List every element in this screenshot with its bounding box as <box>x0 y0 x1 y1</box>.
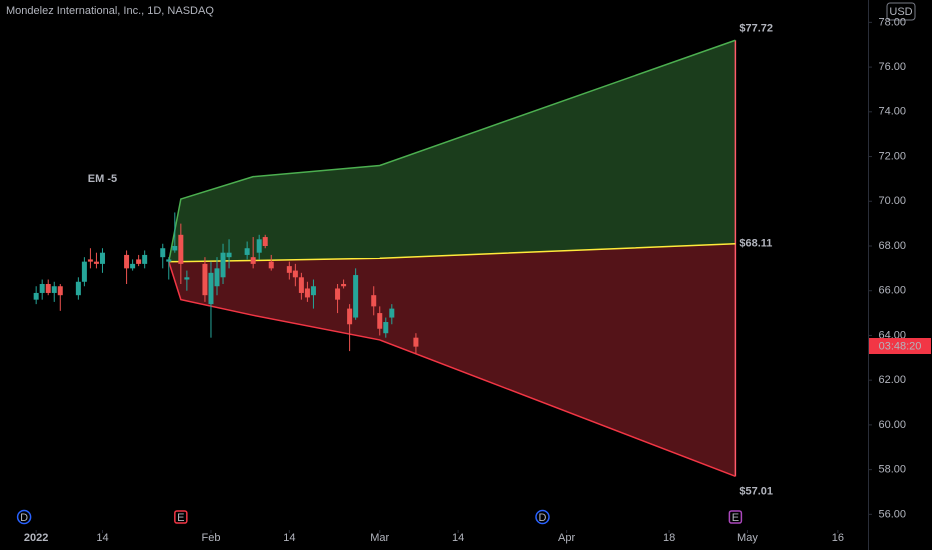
x-tick-label: Feb <box>201 532 220 544</box>
event-label: D <box>20 512 28 524</box>
candle-body <box>250 257 256 264</box>
x-tick-label: Apr <box>558 532 575 544</box>
candle-body <box>214 268 220 287</box>
candle-body <box>45 284 51 293</box>
candle-body <box>298 277 304 293</box>
y-tick-label: 62.00 <box>878 374 906 386</box>
candle-body <box>341 284 347 287</box>
countdown: 03:48:20 <box>879 340 922 352</box>
event-label: D <box>539 512 547 524</box>
candle-body <box>99 252 105 264</box>
y-tick-label: 56.00 <box>878 508 906 520</box>
x-tick-label: 16 <box>832 532 844 544</box>
chart-title: Mondelez International, Inc., 1D, NASDAQ <box>6 5 214 17</box>
x-tick-label: 14 <box>452 532 464 544</box>
x-tick-label: 18 <box>663 532 675 544</box>
candle-body <box>184 277 190 280</box>
y-tick-label: 72.00 <box>878 150 906 162</box>
candle-body <box>226 252 232 258</box>
candle-body <box>178 234 184 264</box>
candle-body <box>262 237 268 246</box>
x-tick-label: May <box>737 532 758 544</box>
event-label: E <box>177 512 184 524</box>
candle-body <box>202 263 208 296</box>
annotation: $68.11 <box>739 237 772 249</box>
candle-body <box>75 281 81 296</box>
candle-body <box>93 261 99 264</box>
candle-body <box>371 295 377 307</box>
candle-body <box>304 288 310 298</box>
candle-body <box>268 261 274 269</box>
upper-band-line <box>168 39 736 262</box>
candle-body <box>286 266 292 273</box>
event-label: E <box>732 512 739 524</box>
candle-body <box>256 239 262 253</box>
upper-band-area <box>168 40 736 262</box>
x-tick-label: 2022 <box>24 532 48 544</box>
countdown-badge <box>869 338 931 354</box>
candle-body <box>353 275 359 318</box>
candle-body <box>81 261 87 282</box>
x-tick-label: Mar <box>370 532 389 544</box>
annotation: EM -5 <box>88 173 117 185</box>
candle-body <box>142 254 148 264</box>
candle-body <box>124 254 130 269</box>
event-icon <box>174 510 188 524</box>
x-tick-label: 14 <box>96 532 108 544</box>
candle-body <box>292 270 298 278</box>
currency-box[interactable] <box>886 2 916 21</box>
y-tick-label: 78.00 <box>878 16 906 28</box>
event-icon <box>535 509 550 525</box>
x-tick-label: 14 <box>283 532 295 544</box>
event-icon <box>728 510 743 524</box>
y-tick-label: 60.00 <box>878 419 906 431</box>
candle-body <box>172 245 178 251</box>
candle-body <box>310 286 316 296</box>
y-tick-label: 74.00 <box>878 106 906 118</box>
candle-body <box>244 248 250 255</box>
event-icon <box>16 509 32 525</box>
candle-body <box>166 259 172 262</box>
candle-body <box>57 286 63 296</box>
candle-body <box>33 292 39 300</box>
candle-body <box>347 308 353 325</box>
annotation: $57.01 <box>739 486 773 498</box>
y-tick-label: 70.00 <box>878 195 906 207</box>
candle-body <box>136 259 142 264</box>
candle-body <box>87 259 93 262</box>
annotation: $77.72 <box>739 23 773 35</box>
y-tick-label: 76.00 <box>878 61 906 73</box>
candle-body <box>383 322 389 334</box>
lower-band-line <box>168 261 736 478</box>
y-tick-label: 66.00 <box>878 285 906 297</box>
y-tick-label: 58.00 <box>878 464 906 476</box>
lower-band-area <box>168 243 736 477</box>
candle-body <box>208 272 214 305</box>
y-tick-label: 68.00 <box>878 240 906 252</box>
candle-body <box>335 288 341 300</box>
candle-body <box>413 337 419 347</box>
candle-body <box>39 284 45 293</box>
candle-body <box>220 252 226 278</box>
candle-body <box>389 308 395 318</box>
currency: USD <box>889 6 912 18</box>
candle-body <box>377 313 383 329</box>
candle-body <box>130 263 136 269</box>
candle-body <box>51 286 57 293</box>
candle-body <box>160 248 166 258</box>
